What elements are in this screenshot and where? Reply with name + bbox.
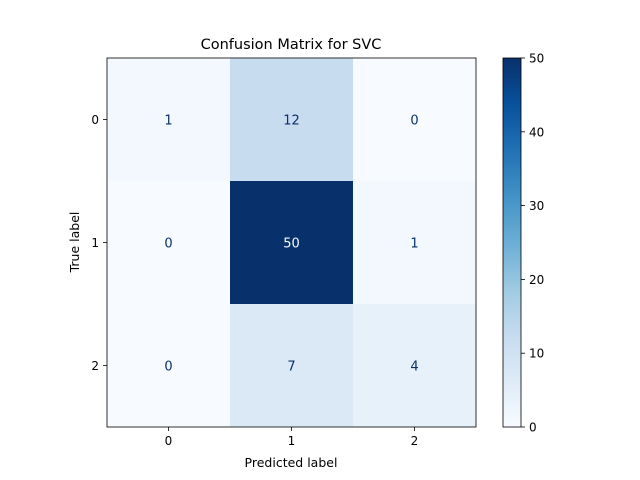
colorbar-tick-label: 50 <box>529 52 544 66</box>
cell-value-label: 0 <box>410 114 418 129</box>
heatmap-cell <box>107 304 231 428</box>
heatmap-cell <box>353 58 477 182</box>
colorbar-tick-label: 10 <box>529 347 544 361</box>
heatmap-cell <box>353 304 477 428</box>
y-tick-label: 2 <box>91 359 99 373</box>
heatmap-cell <box>107 58 231 182</box>
cell-value-label: 0 <box>164 360 172 375</box>
colorbar-tick-label: 40 <box>529 125 544 139</box>
x-tick-label: 0 <box>165 434 173 448</box>
heatmap-cell <box>107 181 231 305</box>
heatmap-cell <box>230 181 354 305</box>
y-axis-ticks: 0 1 2 <box>91 113 107 373</box>
x-axis-ticks: 0 1 2 <box>165 427 419 448</box>
y-axis-label: True label <box>67 212 82 274</box>
x-tick-label: 1 <box>288 434 296 448</box>
y-tick-label: 0 <box>91 113 99 127</box>
cell-value-label: 4 <box>410 360 418 375</box>
cell-value-labels: 1 12 00 50 10 7 4 <box>164 114 418 375</box>
cell-value-label: 1 <box>410 237 418 252</box>
chart-title: Confusion Matrix for SVC <box>201 37 382 53</box>
colorbar-tick-label: 30 <box>529 199 544 213</box>
colorbar-tick-label: 0 <box>529 421 537 435</box>
colorbar <box>502 57 522 428</box>
cell-value-label: 7 <box>287 360 295 375</box>
heatmap-cell <box>353 181 477 305</box>
cell-value-label: 0 <box>164 237 172 252</box>
cell-value-label: 12 <box>283 114 300 129</box>
heatmap-cell <box>230 304 354 428</box>
heatmap-cells <box>107 58 477 428</box>
cell-value-label: 50 <box>283 237 300 252</box>
x-axis-label: Predicted label <box>245 455 338 470</box>
cell-value-label: 1 <box>164 114 172 129</box>
colorbar-ticks: 0 10 20 30 40 50 <box>521 52 544 435</box>
colorbar-tick-label: 20 <box>529 273 544 287</box>
y-tick-label: 1 <box>91 236 99 250</box>
heatmap-cell <box>230 58 354 182</box>
x-tick-label: 2 <box>411 434 419 448</box>
